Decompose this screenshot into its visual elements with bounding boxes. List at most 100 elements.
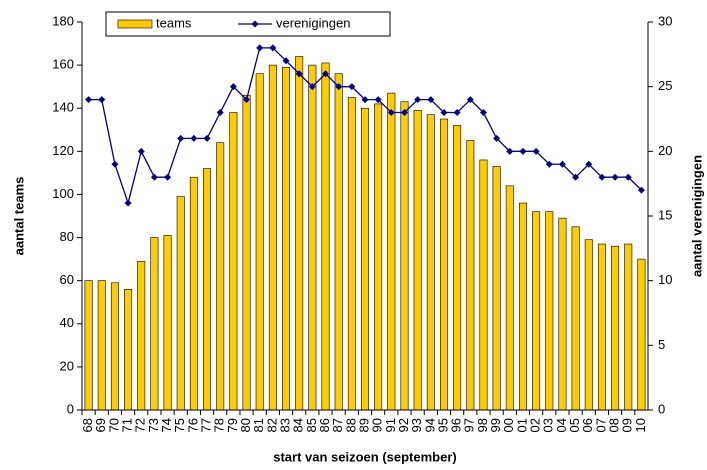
- x-tick-label: 97: [462, 418, 477, 432]
- bar: [453, 125, 462, 411]
- line-marker: [98, 96, 106, 104]
- x-tick-label: 93: [409, 418, 424, 432]
- bar: [624, 243, 633, 411]
- bar: [571, 226, 580, 411]
- y-tick-label: 140: [52, 100, 74, 115]
- y-tick-label: 100: [52, 186, 74, 201]
- line-marker: [479, 109, 487, 117]
- x-tick-label: 82: [264, 418, 279, 432]
- bar: [439, 118, 448, 411]
- x-tick-label: 69: [93, 418, 108, 432]
- bar: [242, 94, 251, 411]
- x-tick-label: 90: [370, 418, 385, 432]
- bar: [466, 140, 475, 411]
- x-tick-label: 75: [172, 418, 187, 432]
- line-marker: [216, 109, 224, 117]
- line-marker: [335, 83, 343, 91]
- line-marker: [177, 134, 185, 142]
- bar: [124, 288, 133, 411]
- line-marker: [519, 147, 527, 155]
- y2-tick-label: 5: [658, 337, 665, 352]
- line-marker: [190, 134, 198, 142]
- line-marker: [243, 96, 251, 104]
- x-tick-label: 83: [277, 418, 292, 432]
- x-tick-label: 91: [383, 418, 398, 432]
- line-marker: [572, 173, 580, 181]
- bar: [321, 62, 330, 411]
- y-tick-label: 40: [60, 315, 74, 330]
- x-tick-label: 87: [330, 418, 345, 432]
- x-tick-label: 81: [251, 418, 266, 432]
- x-tick-label: 00: [501, 418, 516, 432]
- line-marker: [348, 83, 356, 91]
- y-tick-label: 80: [60, 229, 74, 244]
- y-axis-label: aantal teams: [11, 177, 26, 256]
- line-marker: [624, 173, 632, 181]
- x-tick-label: 85: [304, 418, 319, 432]
- x-tick-label: 68: [80, 418, 95, 432]
- line-marker: [400, 109, 408, 117]
- bar: [584, 239, 593, 411]
- line-marker: [229, 83, 237, 91]
- x-tick-label: 95: [435, 418, 450, 432]
- line-marker: [427, 96, 435, 104]
- line-marker: [545, 160, 553, 168]
- x-tick-label: 06: [580, 418, 595, 432]
- bar: [84, 280, 93, 411]
- bar: [413, 110, 422, 411]
- x-tick-label: 80: [238, 418, 253, 432]
- line-marker: [493, 134, 501, 142]
- x-tick-label: 94: [422, 418, 437, 432]
- y2-tick-label: 10: [658, 272, 672, 287]
- line-marker: [256, 44, 264, 52]
- x-tick-label: 02: [528, 418, 543, 432]
- bar: [387, 92, 396, 411]
- bar: [110, 282, 119, 411]
- bar: [334, 73, 343, 411]
- line-marker: [322, 70, 330, 78]
- line-marker: [150, 173, 158, 181]
- line-marker: [361, 96, 369, 104]
- y2-tick-label: 20: [658, 143, 672, 158]
- line-marker: [295, 70, 303, 78]
- y2-tick-label: 0: [658, 401, 665, 416]
- bar: [255, 73, 264, 411]
- x-tick-label: 89: [356, 418, 371, 432]
- bar: [374, 103, 383, 411]
- y-tick-label: 0: [67, 401, 74, 416]
- bar: [597, 243, 606, 411]
- line-marker: [611, 173, 619, 181]
- bar: [203, 168, 212, 411]
- x-tick-label: 71: [120, 418, 135, 432]
- x-tick-label: 79: [225, 418, 240, 432]
- line-marker: [598, 173, 606, 181]
- bar: [308, 64, 317, 411]
- x-tick-label: 84: [291, 418, 306, 432]
- line-marker: [203, 134, 211, 142]
- y2-tick-label: 25: [658, 78, 672, 93]
- line-marker: [269, 44, 277, 52]
- bar: [479, 159, 488, 411]
- y-tick-label: 120: [52, 143, 74, 158]
- bar: [150, 237, 159, 411]
- line-marker: [124, 199, 132, 207]
- x-tick-label: 77: [198, 418, 213, 432]
- y-tick-label: 160: [52, 57, 74, 72]
- line-marker: [506, 147, 514, 155]
- line-marker: [637, 186, 645, 194]
- legend-swatch-marker: [251, 20, 259, 28]
- legend-swatch: [117, 19, 153, 29]
- bar: [400, 101, 409, 411]
- line-marker: [414, 96, 422, 104]
- x-tick-label: 09: [620, 418, 635, 432]
- x-tick-label: 72: [133, 418, 148, 432]
- x-axis-label: start van seizoen (september): [273, 449, 457, 464]
- x-tick-label: 08: [607, 418, 622, 432]
- bar: [492, 166, 501, 411]
- x-tick-label: 73: [146, 418, 161, 432]
- bar: [137, 260, 146, 411]
- line-marker: [308, 83, 316, 91]
- x-tick-label: 98: [475, 418, 490, 432]
- x-tick-label: 76: [185, 418, 200, 432]
- bar: [282, 66, 291, 411]
